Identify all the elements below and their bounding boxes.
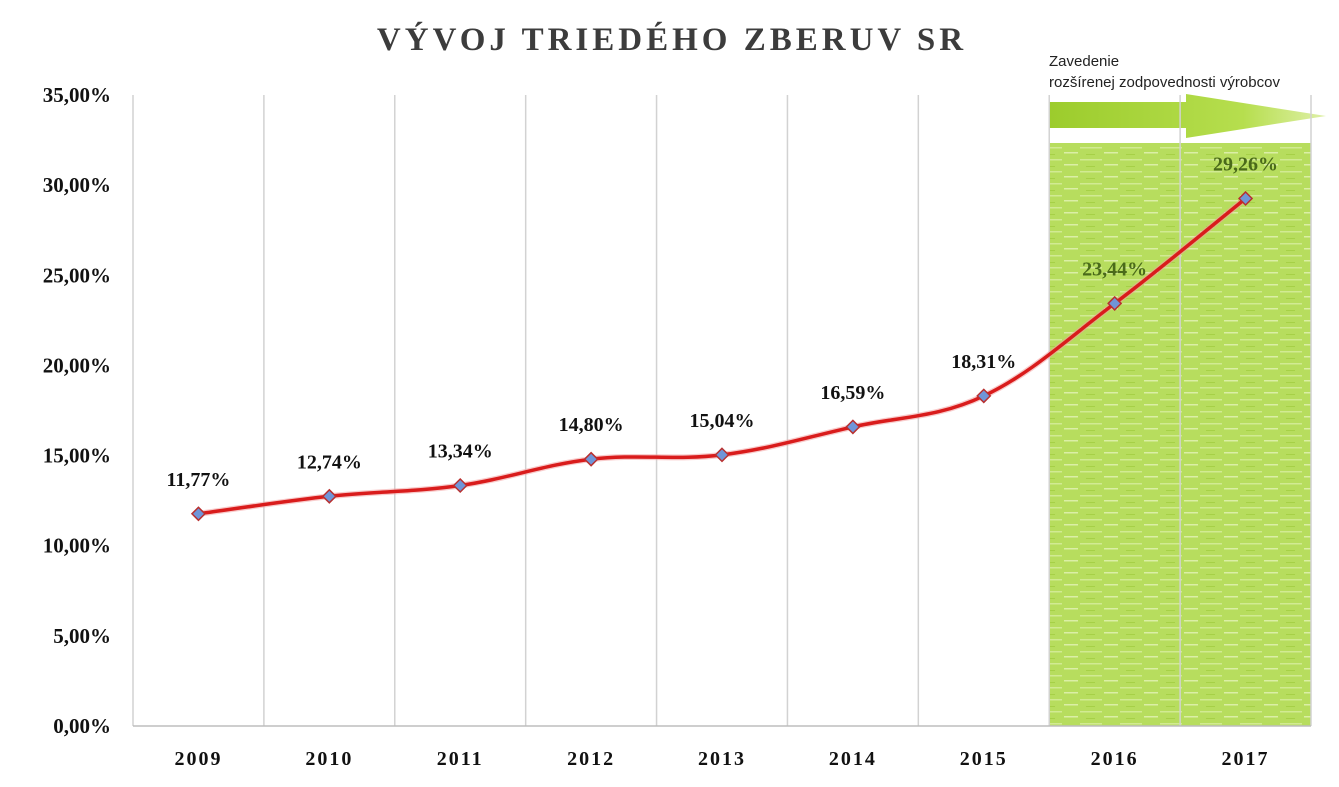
data-point <box>321 488 337 504</box>
grid <box>132 95 1312 726</box>
annotation-line-1: Zavedenie <box>1049 53 1119 70</box>
data-label: 16,59% <box>820 382 885 404</box>
highlight-arrow <box>1049 94 1326 138</box>
y-tick-label: 25,00% <box>43 263 111 287</box>
data-labels: 11,77% 12,74% 13,34% 14,80% 15,04% 16,59% 18,3… <box>166 153 1278 490</box>
data-label: 29,26% <box>1213 153 1278 175</box>
x-tick-label: 2013 <box>698 748 746 770</box>
data-point <box>1107 295 1123 311</box>
y-tick-label: 0,00% <box>53 714 111 738</box>
x-tick-label: 2016 <box>1091 748 1139 770</box>
data-label: 18,31% <box>951 351 1016 373</box>
x-tick-label: 2014 <box>829 748 877 770</box>
axes: 0,00% 5,00% 10,00% 15,00% 20,00% 25,00% 30,00%… <box>43 83 1311 770</box>
annotation-line-2: rozšírenej zodpovednosti výrobcov <box>1049 74 1280 91</box>
y-tick-label: 15,00% <box>43 444 111 468</box>
x-tick-label: 2011 <box>437 748 484 770</box>
data-label: 23,44% <box>1082 258 1147 280</box>
y-tick-label: 35,00% <box>43 83 111 107</box>
y-tick-label: 10,00% <box>43 534 111 558</box>
data-point <box>845 419 861 435</box>
data-point <box>583 451 599 467</box>
x-tick-label: 2009 <box>174 748 222 770</box>
highlight-region <box>1049 94 1326 726</box>
x-tick-label: 2015 <box>960 748 1008 770</box>
series-recycling-rate <box>190 190 1254 522</box>
annotation: Zavedenie rozšírenej zodpovednosti výrob… <box>1049 53 1280 91</box>
data-label: 13,34% <box>428 440 493 462</box>
data-label: 12,74% <box>297 451 362 473</box>
y-tick-label: 30,00% <box>43 173 111 197</box>
x-tick-label: 2012 <box>567 748 615 770</box>
y-tick-label: 5,00% <box>53 624 111 648</box>
data-point <box>1237 190 1254 207</box>
x-tick-label: 2010 <box>305 748 353 770</box>
chart-title: VÝVOJ TRIEDÉHO ZBERUV SR <box>377 21 967 58</box>
data-label: 11,77% <box>166 469 230 491</box>
data-point <box>976 388 992 404</box>
data-label: 15,04% <box>690 410 755 432</box>
data-label: 14,80% <box>559 414 624 436</box>
data-point <box>714 447 730 463</box>
data-point <box>452 477 468 494</box>
x-tick-label: 2017 <box>1222 748 1270 770</box>
y-tick-label: 20,00% <box>43 353 111 377</box>
data-point <box>190 506 207 522</box>
